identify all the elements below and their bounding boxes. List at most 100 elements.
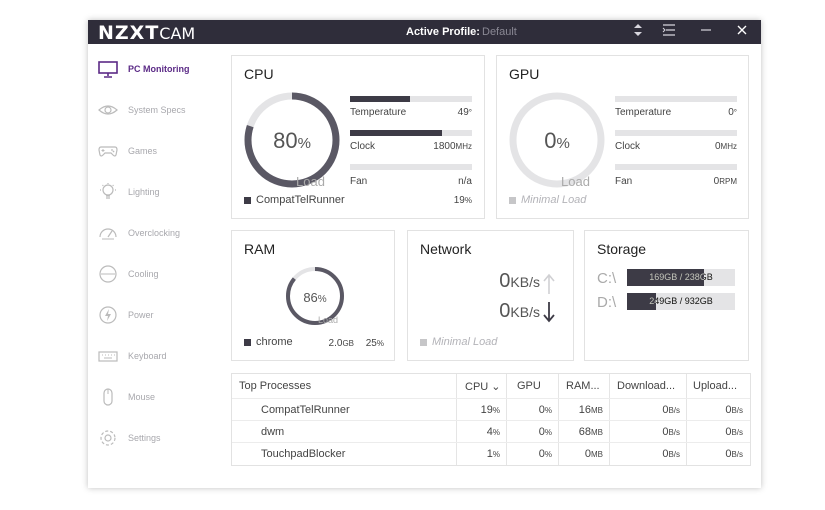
lightning-icon xyxy=(98,305,118,325)
close-icon[interactable] xyxy=(733,23,751,41)
sidebar-item-label: Power xyxy=(128,310,154,320)
process-gpu: 0% xyxy=(538,426,552,438)
header-gpu[interactable]: GPU xyxy=(517,380,541,392)
ram-top-process: chrome xyxy=(244,336,293,348)
logo-sub: CAM xyxy=(159,24,196,43)
process-gpu: 0% xyxy=(538,448,552,460)
cpu-fan-bar xyxy=(350,164,472,170)
logo-main: NZXT xyxy=(98,22,160,44)
sidebar-item-label: Games xyxy=(128,146,158,156)
network-title: Network xyxy=(420,241,472,257)
gamepad-icon xyxy=(98,141,118,161)
sidebar-item-label: Mouse xyxy=(128,392,156,402)
network-download-value: 0KB/s xyxy=(499,300,540,322)
sidebar-item-power[interactable]: Power xyxy=(98,300,223,330)
drive-c-bar: 169GB / 238GB xyxy=(627,269,735,286)
cpu-clock-label: Clock xyxy=(350,141,376,152)
header-upload[interactable]: Upload... xyxy=(693,380,738,392)
sidebar-item-label: PC Monitoring xyxy=(128,64,190,74)
ram-title: RAM xyxy=(244,241,276,257)
header-download[interactable]: Download... xyxy=(617,380,676,392)
status-dot xyxy=(420,338,427,346)
sidebar-item-settings[interactable]: Settings xyxy=(98,423,223,453)
sidebar-item-system-specs[interactable]: System Specs xyxy=(98,95,223,125)
gpu-fan-bar xyxy=(615,164,737,170)
download-arrow-icon xyxy=(543,302,555,323)
drive-d-letter: D:\ xyxy=(597,294,617,311)
header-ram[interactable]: RAM... xyxy=(566,380,600,392)
ram-panel: RAM 86% Load chrome 2.0GB 25% xyxy=(231,230,395,361)
gpu-title: GPU xyxy=(509,66,540,82)
active-profile-label: Active Profile: xyxy=(406,26,480,38)
process-upload: 0B/s xyxy=(725,404,743,416)
gpu-temperature-value: 0° xyxy=(728,107,737,118)
fan-icon xyxy=(98,264,118,284)
gpu-temperature-bar xyxy=(615,96,737,102)
process-cpu: 1% xyxy=(486,448,500,460)
gpu-load-value: 0% xyxy=(544,128,570,153)
cpu-load-label: Load xyxy=(296,174,325,189)
sidebar-item-pc-monitoring[interactable]: PC Monitoring xyxy=(98,54,223,84)
cpu-load-gauge xyxy=(244,92,340,188)
process-download: 0B/s xyxy=(662,404,680,416)
process-dot xyxy=(244,196,251,204)
sidebar-item-lighting[interactable]: Lighting xyxy=(98,177,223,207)
gpu-load-label: Load xyxy=(561,174,590,189)
storage-title: Storage xyxy=(597,241,647,257)
chevron-down-icon: ⌄ xyxy=(491,381,501,393)
sidebar-item-label: Settings xyxy=(128,433,161,443)
gpu-clock-bar xyxy=(615,130,737,136)
top-processes-table: Top Processes CPU ⌄ GPU RAM... Download.… xyxy=(231,373,751,466)
sidebar-item-games[interactable]: Games xyxy=(98,136,223,166)
header-cpu-sort[interactable]: CPU ⌄ xyxy=(465,381,501,393)
upload-arrow-icon xyxy=(543,273,555,294)
drive-c-letter: C:\ xyxy=(597,270,617,287)
keyboard-icon xyxy=(98,346,118,366)
sidebar-item-label: Overclocking xyxy=(128,228,181,238)
gpu-load-gauge xyxy=(509,92,605,188)
process-cpu: 4% xyxy=(486,426,500,438)
process-gpu: 0% xyxy=(538,404,552,416)
profile-sort-icon[interactable] xyxy=(629,23,647,41)
sidebar-item-label: Cooling xyxy=(128,269,159,279)
network-status: Minimal Load xyxy=(420,336,497,348)
cpu-top-process: CompatTelRunner xyxy=(244,194,345,206)
cpu-top-process-value: 19% xyxy=(453,195,472,206)
active-profile-value[interactable]: Default xyxy=(482,26,517,38)
ram-load-gauge xyxy=(286,267,344,325)
cpu-clock-bar xyxy=(350,130,472,136)
cpu-title: CPU xyxy=(244,66,274,82)
process-download: 0B/s xyxy=(662,426,680,438)
sidebar-item-keyboard[interactable]: Keyboard xyxy=(98,341,223,371)
sidebar-item-label: System Specs xyxy=(128,105,186,115)
cpu-fan-label: Fan xyxy=(350,176,368,187)
process-name: CompatTelRunner xyxy=(261,404,350,416)
process-ram: 68MB xyxy=(578,426,603,438)
sidebar-item-overclocking[interactable]: Overclocking xyxy=(98,218,223,248)
storage-panel: Storage C:\ 169GB / 238GB D:\ 249GB / 93… xyxy=(584,230,749,361)
process-upload: 0B/s xyxy=(725,448,743,460)
process-upload: 0B/s xyxy=(725,426,743,438)
speedometer-icon xyxy=(98,223,118,243)
header-top-processes: Top Processes xyxy=(239,380,312,392)
process-name: dwm xyxy=(261,426,285,438)
gpu-clock-label: Clock xyxy=(615,141,641,152)
drive-d-bar: 249GB / 932GB xyxy=(627,293,735,310)
ram-top-process-percent: 25% xyxy=(365,338,384,349)
sidebar-item-cooling[interactable]: Cooling xyxy=(98,259,223,289)
cpu-fan-value: n/a xyxy=(458,176,472,187)
ram-top-process-size: 2.0GB xyxy=(328,338,354,349)
sidebar: PC Monitoring System Specs Games Lightin… xyxy=(88,44,228,488)
process-cpu: 19% xyxy=(480,404,500,416)
minimize-icon[interactable] xyxy=(697,23,715,41)
cpu-temperature-label: Temperature xyxy=(350,107,407,118)
title-bar: NZXTCAM Active Profile: Default xyxy=(88,20,761,44)
drive-d-usage: 249GB / 932GB xyxy=(649,296,713,306)
gpu-panel: GPU 0% Load Temperature 0° Clock 0MHz Fa… xyxy=(496,55,749,219)
menu-icon[interactable] xyxy=(660,23,678,41)
sidebar-item-label: Lighting xyxy=(128,187,160,197)
sidebar-item-mouse[interactable]: Mouse xyxy=(98,382,223,412)
process-ram: 16MB xyxy=(578,404,603,416)
gpu-fan-value: 0RPM xyxy=(713,176,737,187)
gpu-temperature-label: Temperature xyxy=(615,107,672,118)
